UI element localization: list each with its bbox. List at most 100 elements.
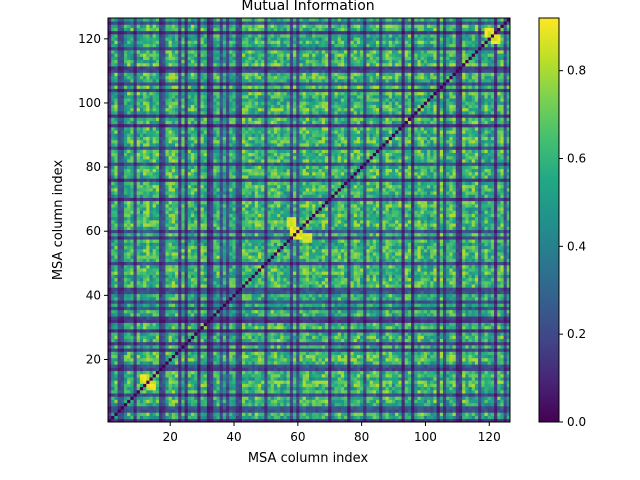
heatmap-cell [111, 268, 115, 272]
heatmap-cell [175, 184, 179, 189]
heatmap-cell [123, 409, 128, 413]
heatmap-cell [190, 325, 195, 330]
heatmap-cell [210, 268, 214, 272]
heatmap-cell [117, 69, 122, 73]
heatmap-cell [219, 399, 224, 404]
heatmap-cell [229, 34, 233, 38]
heatmap-cell [165, 165, 169, 170]
heatmap-cell [190, 168, 195, 173]
heatmap-cell [184, 197, 189, 202]
heatmap-cell [210, 75, 214, 80]
heatmap-cell [168, 252, 173, 256]
heatmap-cell [222, 175, 227, 179]
heatmap-cell [111, 248, 115, 253]
heatmap-cell [200, 78, 205, 83]
heatmap-cell [152, 149, 157, 154]
heatmap-cell [219, 351, 224, 356]
heatmap-cell [162, 364, 166, 368]
heatmap-cell [117, 287, 122, 291]
heatmap-cell [152, 27, 157, 32]
heatmap-cell [123, 120, 128, 125]
heatmap-cell [171, 383, 176, 388]
heatmap-cell [222, 34, 227, 38]
heatmap-cell [206, 389, 211, 394]
heatmap-cell [194, 306, 198, 311]
heatmap-cell [210, 85, 214, 89]
heatmap-cell [213, 78, 217, 83]
heatmap-cell [187, 139, 192, 144]
heatmap-cell [203, 248, 208, 253]
heatmap-cell [197, 309, 201, 314]
heatmap-cell [152, 191, 157, 195]
heatmap-cell [203, 187, 208, 192]
heatmap-cell [162, 312, 166, 317]
heatmap-cell [130, 345, 134, 349]
heatmap-cell [136, 149, 141, 154]
heatmap-cell [162, 139, 166, 144]
heatmap-cell [143, 207, 147, 211]
heatmap-cell [108, 319, 112, 323]
heatmap-cell [108, 171, 112, 176]
heatmap-cell [171, 98, 176, 102]
heatmap-cell [181, 303, 185, 307]
heatmap-cell [155, 312, 160, 317]
heatmap-cell [206, 27, 211, 32]
heatmap-cell [200, 120, 205, 125]
heatmap-cell [226, 114, 230, 118]
heatmap-cell [152, 373, 157, 378]
heatmap-cell [123, 300, 128, 304]
heatmap-cell [194, 50, 198, 54]
heatmap-cell [229, 367, 233, 372]
heatmap-cell [181, 329, 185, 333]
heatmap-cell [149, 175, 154, 179]
heatmap-cell [155, 229, 160, 234]
heatmap-cell [168, 236, 173, 240]
heatmap-cell [155, 325, 160, 330]
heatmap-cell [159, 316, 163, 320]
heatmap-cell [222, 66, 227, 70]
heatmap-cell [139, 354, 144, 359]
heatmap-cell [136, 56, 141, 61]
heatmap-cell [229, 139, 233, 144]
heatmap-cell [175, 261, 179, 266]
heatmap-cell [197, 75, 201, 80]
heatmap-cell [127, 30, 131, 35]
heatmap-cell [127, 252, 131, 256]
heatmap-cell [168, 207, 173, 211]
heatmap-cell [229, 197, 233, 202]
heatmap-cell [120, 354, 125, 359]
heatmap-cell [108, 210, 112, 214]
heatmap-cell [146, 329, 150, 333]
heatmap-cell [181, 62, 185, 67]
heatmap-cell [194, 329, 198, 333]
heatmap-cell [190, 18, 195, 22]
heatmap-cell [165, 341, 169, 346]
heatmap-cell [203, 325, 208, 330]
heatmap-cell [149, 46, 154, 51]
heatmap-cell [159, 242, 163, 246]
heatmap-cell [139, 402, 144, 407]
heatmap-cell [184, 264, 189, 269]
heatmap-cell [200, 274, 205, 279]
heatmap-cell [127, 393, 131, 397]
heatmap-cell [219, 332, 224, 336]
heatmap-cell [213, 223, 217, 227]
heatmap-cell [190, 274, 195, 279]
heatmap-cell [222, 43, 227, 48]
heatmap-cell [206, 412, 211, 416]
heatmap-cell [143, 357, 147, 362]
heatmap-cell [127, 178, 131, 182]
heatmap-cell [203, 91, 208, 96]
heatmap-cell [190, 107, 195, 112]
heatmap-cell [114, 27, 118, 32]
heatmap-cell [219, 117, 224, 121]
heatmap-cell [139, 91, 144, 96]
heatmap-cell [159, 75, 163, 80]
heatmap-cell [162, 303, 166, 307]
heatmap-cell [175, 303, 179, 307]
heatmap-cell [117, 415, 122, 420]
heatmap-cell [175, 264, 179, 269]
heatmap-cell [187, 258, 192, 263]
heatmap-cell [216, 197, 221, 202]
heatmap-cell [187, 325, 192, 330]
